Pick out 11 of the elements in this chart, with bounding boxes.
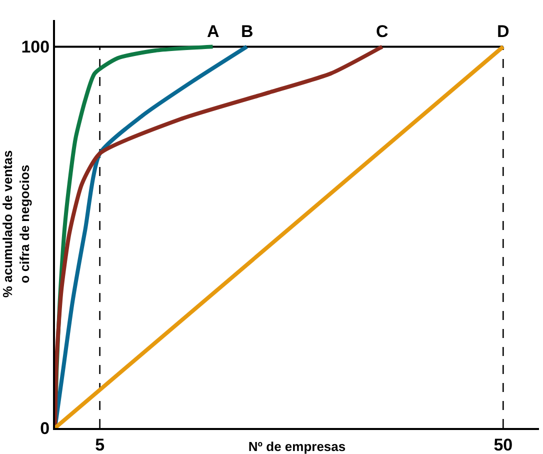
- y-tick-label: 0: [40, 418, 50, 438]
- y-tick-label: 100: [21, 38, 50, 57]
- series-label: A: [207, 22, 220, 41]
- line-series: [55, 44, 384, 428]
- x-tick-label: 5: [95, 435, 105, 454]
- series-label: B: [241, 22, 254, 41]
- x-tick-label: 50: [494, 435, 513, 454]
- x-axis-title: Nº de empresas: [248, 439, 346, 454]
- y-axis-title: % acumulado de ventas o cifra de negocios: [0, 150, 32, 298]
- series-label: C: [376, 22, 388, 41]
- series-label: D: [497, 22, 510, 41]
